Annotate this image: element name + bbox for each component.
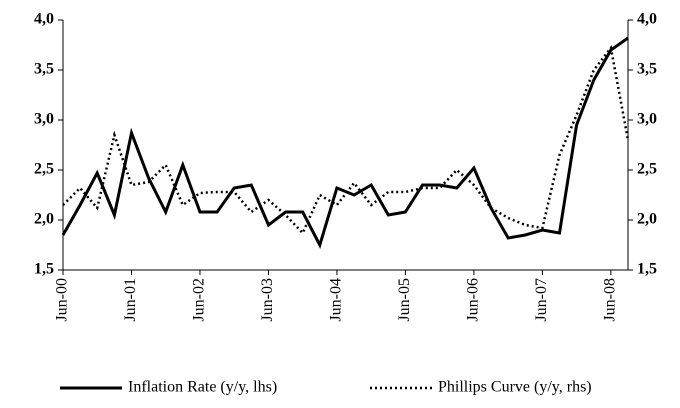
y2-tick-label: 1,5 <box>637 261 657 278</box>
x-tick-label: Jun-07 <box>533 278 550 322</box>
y2-tick-label: 3,0 <box>637 111 657 128</box>
y2-tick-label: 4,0 <box>637 11 657 28</box>
x-tick-label: Jun-01 <box>122 278 139 322</box>
x-tick-label: Jun-08 <box>602 278 619 322</box>
x-tick-label: Jun-03 <box>259 278 276 322</box>
y-tick-label: 2,0 <box>34 211 54 228</box>
x-tick-label: Jun-06 <box>465 278 482 322</box>
x-tick-label: Jun-04 <box>328 278 345 322</box>
x-tick-label: Jun-00 <box>54 278 71 322</box>
y-tick-label: 3,0 <box>34 111 54 128</box>
y2-tick-label: 2,5 <box>637 161 657 178</box>
series-line <box>61 36 629 249</box>
y-tick-label: 3,5 <box>34 61 54 78</box>
y-tick-label: 1,5 <box>34 261 54 278</box>
series-line <box>62 45 630 236</box>
legend-label: Phillips Curve (y/y, rhs) <box>438 379 592 396</box>
y2-tick-label: 3,5 <box>637 61 657 78</box>
x-tick-label: Jun-05 <box>396 278 413 322</box>
legend-label: Inflation Rate (y/y, lhs) <box>128 379 277 396</box>
y-tick-label: 2,5 <box>34 161 54 178</box>
x-tick-label: Jun-02 <box>191 278 208 322</box>
y-tick-label: 4,0 <box>34 11 54 28</box>
y2-tick-label: 2,0 <box>637 211 657 228</box>
